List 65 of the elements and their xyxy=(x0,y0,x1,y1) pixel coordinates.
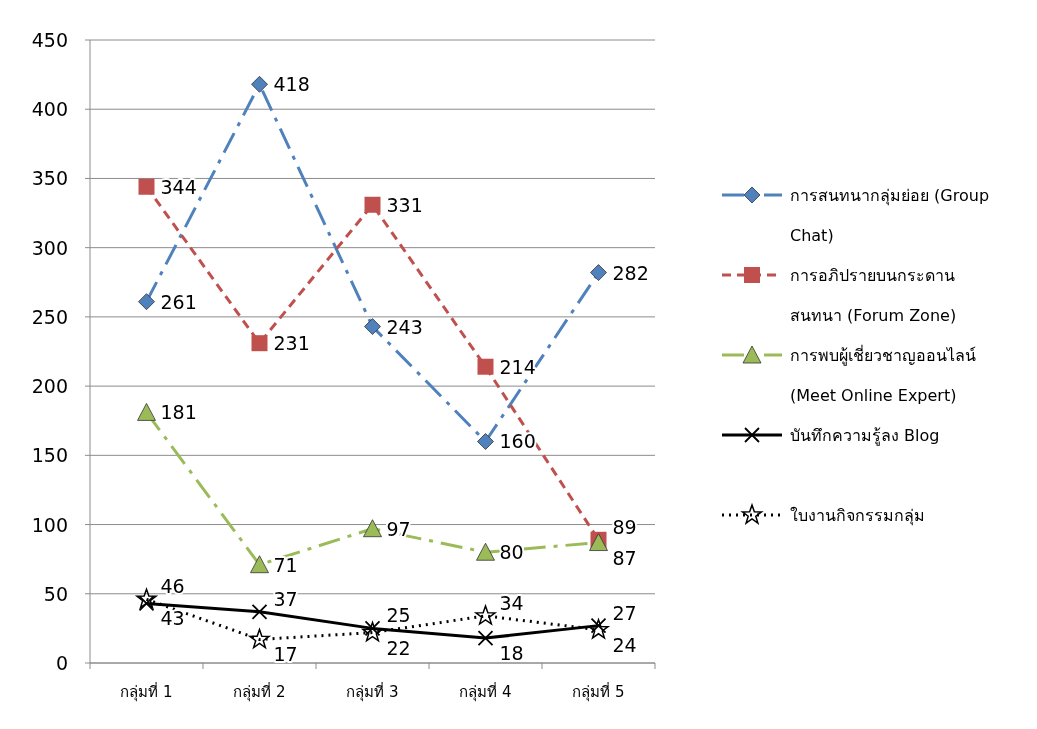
data-label: 17 xyxy=(273,643,298,666)
y-tick-label: 300 xyxy=(31,236,68,259)
point xyxy=(137,403,156,421)
data-label: 22 xyxy=(386,636,411,659)
data-label: 80 xyxy=(499,541,524,564)
point xyxy=(588,619,609,639)
legend-label: บันทึกความรู้ลง Blog xyxy=(790,426,940,446)
legend-label: ใบงานกิจกรรมกลุ่ม xyxy=(790,506,925,526)
data-label: 71 xyxy=(273,553,298,576)
data-label: 181 xyxy=(160,401,197,424)
data-label: 43 xyxy=(160,607,185,630)
point xyxy=(590,264,607,281)
data-label: 34 xyxy=(499,591,524,614)
data-label: 37 xyxy=(273,587,298,610)
data-label: 331 xyxy=(386,193,423,216)
point xyxy=(475,605,496,625)
point xyxy=(251,75,268,93)
data-label: 25 xyxy=(386,604,411,627)
data-label: 214 xyxy=(499,355,536,378)
x-tick-label: กลุ่มที่ 4 xyxy=(459,681,512,702)
text: การอภิปรายบนกระดาน สนทนา (Forum Zone) xyxy=(790,266,957,325)
y-tick-label: 50 xyxy=(43,582,68,605)
point xyxy=(364,196,381,213)
point xyxy=(251,335,268,352)
point xyxy=(250,555,269,574)
point xyxy=(251,603,268,620)
data-label: 18 xyxy=(499,642,524,665)
data-label: 97 xyxy=(386,517,411,540)
point xyxy=(477,630,494,646)
x-tick-label: กลุ่มที่ 3 xyxy=(346,681,399,702)
data-label: 243 xyxy=(386,315,423,338)
data-label: 231 xyxy=(273,332,310,355)
data-label: 87 xyxy=(612,546,637,569)
data-label: 344 xyxy=(160,175,197,198)
data-label: 24 xyxy=(612,633,637,656)
data-label: 261 xyxy=(160,290,197,313)
y-tick-label: 250 xyxy=(31,305,68,328)
text: การพบผู้เชี่ยวชาญออนไลน์ (Meet Online Expert) xyxy=(790,346,976,405)
y-tick-label: 200 xyxy=(31,375,68,398)
data-label: 46 xyxy=(160,575,185,598)
text: การสนทนากลุ่มย่อย (Group Chat) xyxy=(790,186,990,245)
y-tick-label: 400 xyxy=(31,98,68,121)
point xyxy=(136,588,157,609)
point xyxy=(138,293,155,311)
point xyxy=(476,542,495,561)
x-tick-label: กลุ่มที่ 2 xyxy=(233,681,286,702)
point xyxy=(477,358,494,375)
x-tick-label: กลุ่มที่ 5 xyxy=(572,681,625,702)
point xyxy=(363,519,382,538)
point xyxy=(138,178,155,195)
data-label: 418 xyxy=(273,73,310,96)
point xyxy=(249,628,270,649)
point xyxy=(477,433,494,450)
data-label: 160 xyxy=(499,430,536,453)
data-label: 282 xyxy=(612,261,649,284)
y-tick-label: 150 xyxy=(31,444,68,467)
point xyxy=(362,621,383,642)
y-tick-label: 450 xyxy=(31,29,68,51)
x-tick-label: กลุ่มที่ 1 xyxy=(120,681,173,702)
y-tick-label: 100 xyxy=(31,513,68,536)
data-label: 27 xyxy=(612,601,637,624)
y-tick-label: 350 xyxy=(31,167,68,190)
y-tick-label: 0 xyxy=(55,652,68,674)
point xyxy=(364,318,381,335)
data-label: 89 xyxy=(612,515,637,538)
